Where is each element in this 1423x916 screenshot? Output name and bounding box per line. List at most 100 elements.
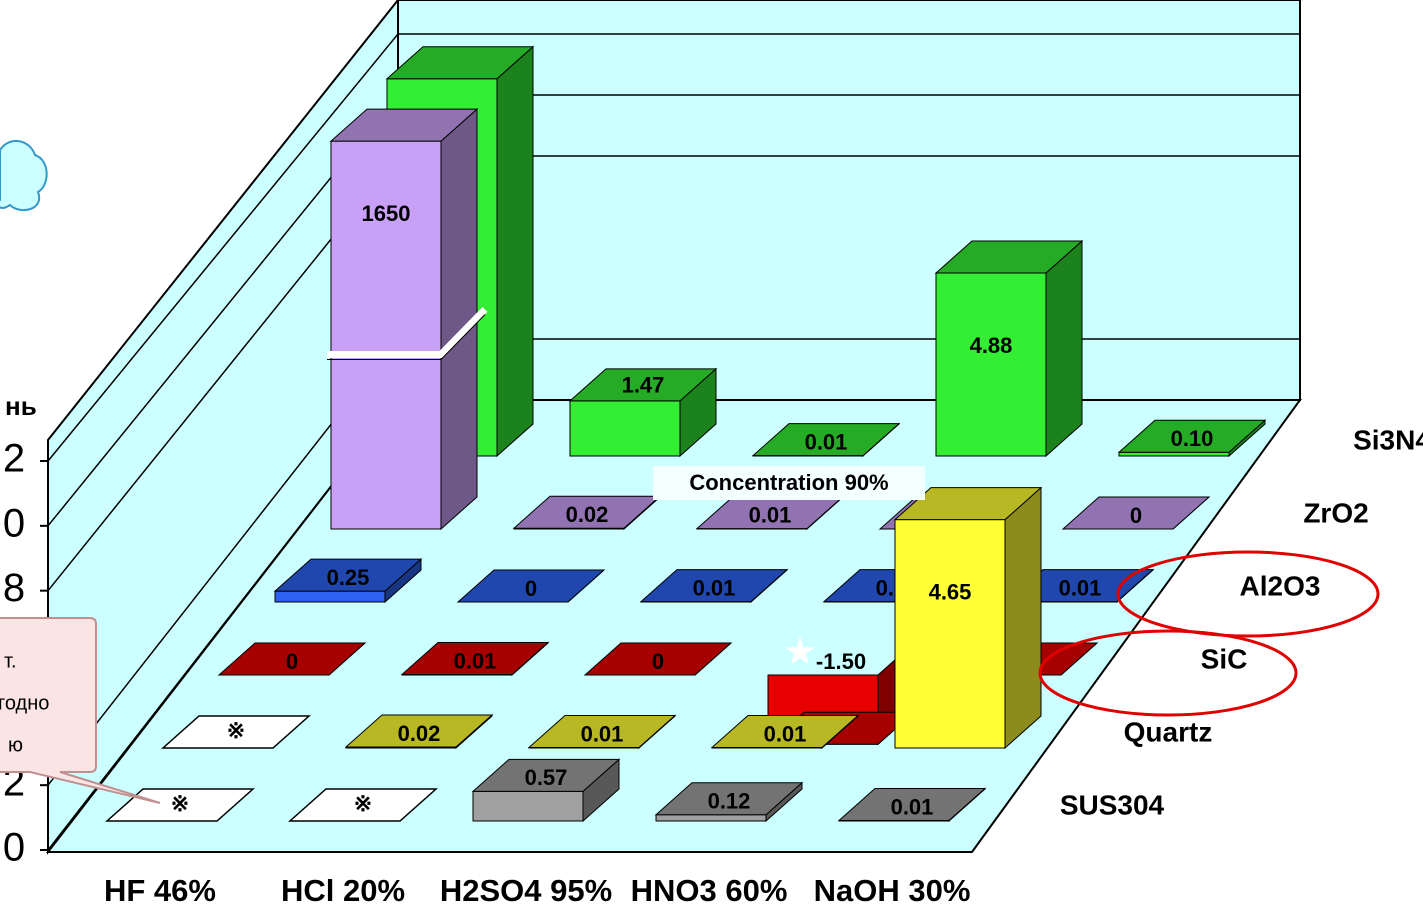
axis-break-edge (327, 314, 486, 360)
cell: 0.10 (1117, 419, 1267, 458)
x-tick-label: HCl 20% (281, 873, 405, 908)
value-label: 0.01 (1059, 575, 1102, 600)
cell: ※ (288, 788, 438, 822)
bar (344, 714, 494, 748)
value-label: 0.02 (566, 502, 609, 527)
value-label: 1.47 (622, 373, 665, 398)
cell: 0.01 (527, 714, 677, 750)
cell: 0.25 (273, 558, 423, 604)
value-label: 0 (1130, 503, 1142, 528)
value-label: 0.12 (708, 789, 751, 814)
cloud-shape (0, 140, 48, 212)
axis-title: нь (5, 391, 37, 421)
x-tick-label: NaOH 30% (814, 873, 971, 908)
cell: 0.01 (695, 495, 845, 531)
y-tick-label: 2 (3, 437, 25, 481)
value-label: 4.88 (970, 333, 1013, 358)
bar-side (1004, 486, 1042, 750)
value-label: ※ (227, 718, 245, 743)
empty-tile (161, 715, 311, 749)
bar (1117, 419, 1267, 453)
value-label: 0.25 (327, 565, 370, 590)
bar (837, 787, 987, 821)
cell: 0.01 (837, 787, 987, 823)
bar (934, 240, 1084, 274)
y-tick-label: 8 (3, 566, 25, 610)
value-label: 0.01 (749, 502, 792, 527)
bar-front (894, 519, 1006, 749)
x-tick-label: HNO3 60% (631, 873, 788, 908)
legend-label: SUS304 (1060, 789, 1165, 820)
bar (471, 758, 621, 792)
value-label: 1650 (362, 201, 411, 226)
highlight-ellipse (1116, 550, 1380, 638)
y-tick-label: 0 (3, 826, 25, 870)
bar-side (1045, 239, 1083, 458)
cell: 0.12 (654, 781, 804, 823)
x-tick-label: H2SO4 95% (440, 873, 612, 908)
cell: 0.01 (1005, 568, 1155, 604)
cell: 4.88 (934, 239, 1084, 458)
legend-label: SiC (1201, 643, 1248, 674)
value-label: 0.01 (891, 794, 934, 819)
cell: 4.65 (893, 486, 1043, 750)
cell: 0.02 (344, 713, 494, 750)
axis-break (327, 307, 488, 358)
value-label: 0 (525, 576, 537, 601)
overlay: Concentration 90% ★ т. годно ю нь (0, 391, 1380, 804)
legend-label: ZrO2 (1303, 497, 1368, 528)
value-label: 0 (652, 649, 664, 674)
cell: 0.01 (639, 568, 789, 604)
bar (385, 46, 535, 80)
callout-text: годно (0, 692, 49, 714)
bar (329, 108, 479, 142)
cell: 0 (583, 642, 733, 676)
empty-tile (288, 788, 438, 822)
bar-front (1118, 451, 1230, 457)
callout-text: т. (4, 650, 17, 672)
y-tick-label: 0 (3, 501, 25, 545)
value-label: 0.01 (805, 429, 848, 454)
bar (751, 423, 901, 457)
value-label: ※ (354, 791, 372, 816)
star-annotation: ★ (785, 633, 815, 671)
cell: 0.57 (471, 758, 621, 823)
value-label: 0.57 (525, 765, 568, 790)
cell: 0.01 (400, 641, 550, 677)
annotation: Concentration 90% (689, 470, 888, 495)
bar-front (655, 814, 767, 822)
bar (400, 642, 550, 676)
bar (456, 569, 606, 603)
value-label: 0.02 (398, 721, 441, 746)
x-tick-label: HF 46% (104, 873, 216, 908)
value-label: -1.50 (816, 649, 866, 674)
bar (583, 642, 733, 676)
bars: HF 46% HCl 20% H2SO4 95% HNO3 60% NaOH 30% Si… (104, 45, 1423, 908)
callout-box (0, 617, 161, 804)
bar-front (330, 140, 442, 530)
value-label: 4.65 (929, 579, 972, 604)
bar (654, 782, 804, 816)
highlight-ellipse (1038, 629, 1298, 717)
bar (273, 558, 423, 592)
value-label: 0.01 (764, 721, 807, 746)
cell: 1.47 (568, 367, 718, 458)
value-label: 0.10 (1171, 426, 1214, 451)
cell: ※ (161, 715, 311, 749)
cell: 0 (456, 569, 606, 603)
legend-label: Al2O3 (1240, 570, 1321, 601)
cell: 0.01 (710, 714, 860, 750)
grid-line (47, 33, 1300, 462)
bar (710, 715, 860, 749)
cell: 0 (1061, 496, 1211, 530)
bar (568, 368, 718, 402)
bar-front (472, 790, 584, 822)
bar-front (569, 400, 681, 457)
cell: 0.02 (512, 495, 662, 531)
bar-side (496, 45, 534, 458)
bar (1061, 496, 1211, 530)
cell: 0 (217, 642, 367, 676)
legend-label: Si3N4 (1353, 424, 1423, 455)
value-label: 0.01 (693, 575, 736, 600)
